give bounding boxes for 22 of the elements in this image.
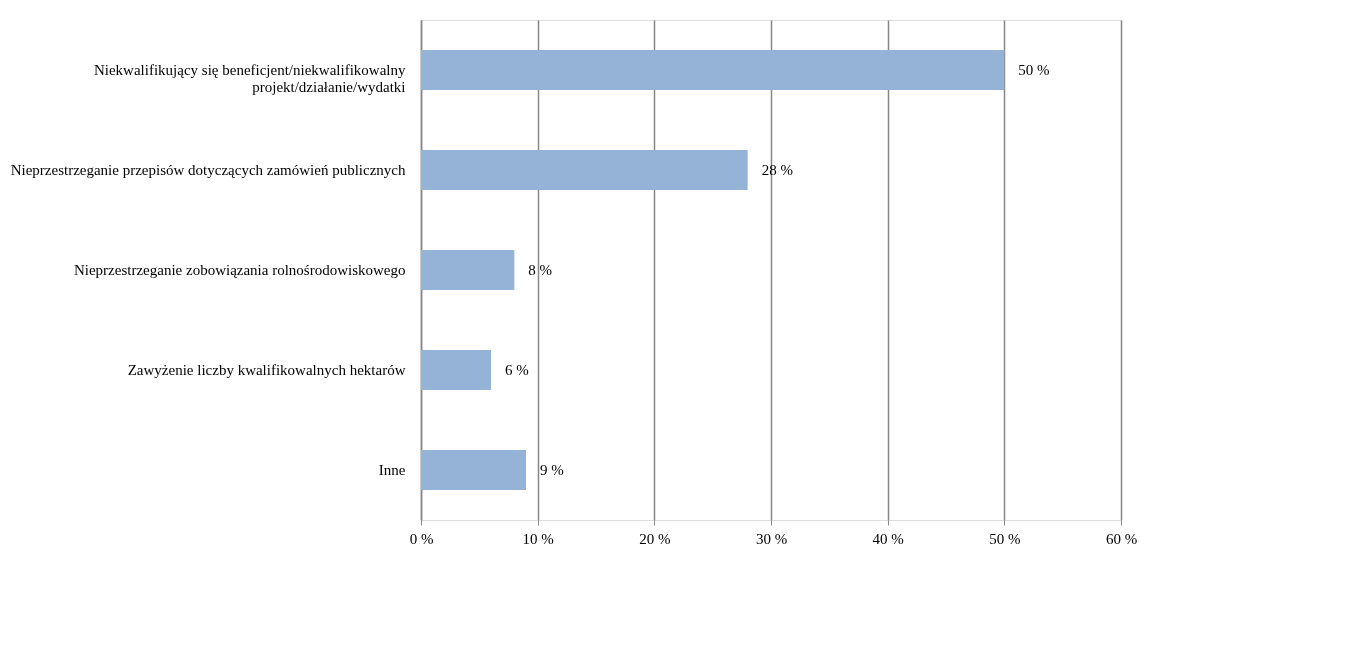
data-label: 9 %: [540, 462, 564, 478]
bar: [421, 450, 526, 490]
y-tick-label: Niekwalifikujący się beneficjent/niekwalifikowalny projekt/działanie/wydatki: [93, 62, 406, 95]
x-tick-label: 30 %: [755, 530, 788, 547]
x-tick-label: 20 %: [639, 530, 671, 547]
y-tick-label: Nieprzestrzeganie przepisów dotyczących zamówień publicznych: [10, 162, 406, 178]
x-tick-label: 50 %: [989, 530, 1021, 547]
y-tick-label: Zawyżenie liczby kwalifikowalnych hektarów: [127, 362, 406, 378]
x-tick-label: 40 %: [872, 530, 904, 547]
bar: [421, 250, 515, 290]
y-tick-label: Inne: [378, 462, 406, 478]
data-label: 6 %: [505, 362, 529, 378]
y-tick-label: Nieprzestrzeganie zobowiązania rolnośrodowiskowego: [73, 262, 406, 278]
data-label: 50 %: [1018, 62, 1050, 78]
bar: [421, 350, 491, 390]
x-tick-label: 60 %: [1105, 530, 1138, 547]
data-label: 8 %: [528, 262, 553, 278]
data-label: 28 %: [761, 162, 793, 178]
x-tick-label: 10 %: [522, 530, 554, 547]
bar: [421, 150, 748, 190]
x-tick-label: 0 %: [409, 530, 434, 547]
bar: [421, 50, 1005, 90]
